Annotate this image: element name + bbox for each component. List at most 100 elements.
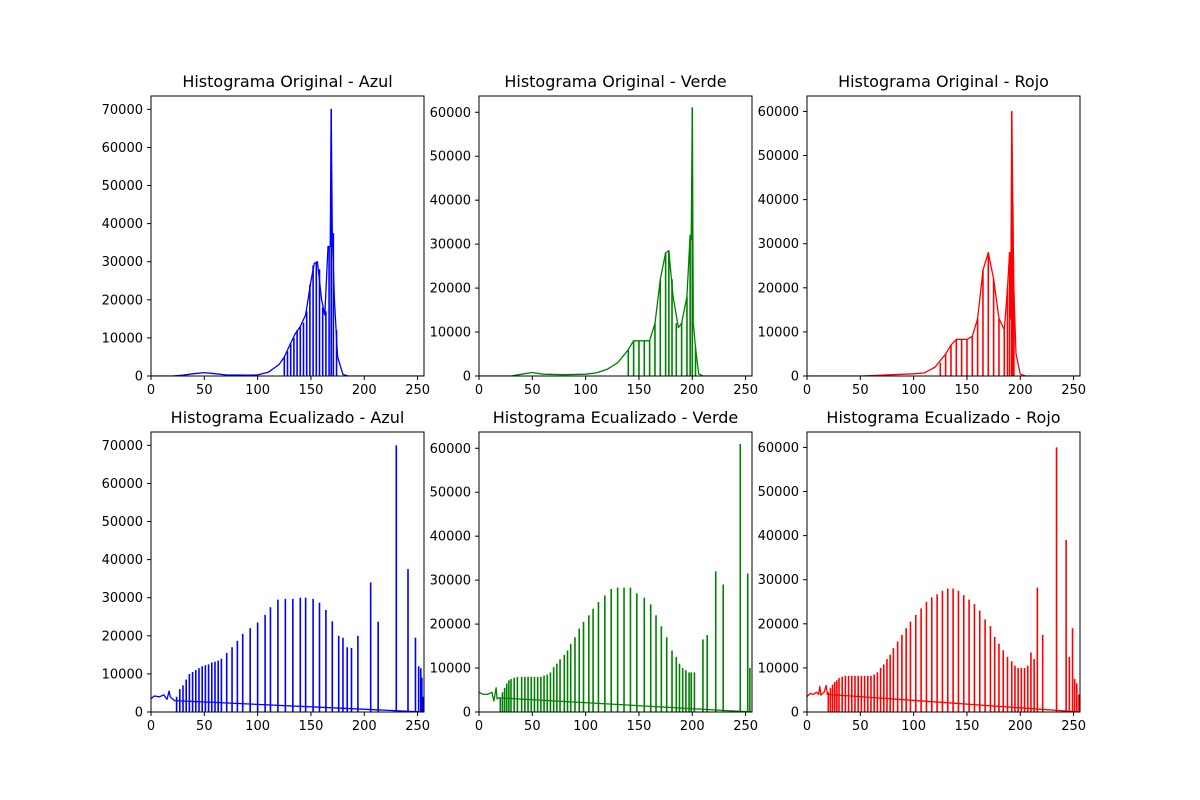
y-tick-label: 10000: [758, 661, 799, 676]
y-tick-label: 0: [463, 370, 471, 385]
y-tick-label: 30000: [430, 238, 471, 253]
y-tick-label: 60000: [430, 442, 471, 457]
plot-area: [151, 445, 424, 712]
histogram-panel-orig-blue: Histograma Original - Azul 0 50 100 150 200 25…: [102, 72, 430, 398]
histogram-panel-eq-green: Histograma Ecualizado - Verde 0 50 100 150 20…: [430, 408, 758, 734]
y-tick-label: 40000: [758, 193, 799, 208]
y-tick-label: 70000: [102, 103, 143, 118]
x-tick-label: 100: [245, 719, 270, 734]
histogram-line: [807, 684, 1080, 712]
x-tick-label: 150: [627, 719, 652, 734]
y-tick-label: 60000: [430, 106, 471, 121]
y-tick-label: 50000: [430, 150, 471, 165]
y-tick-label: 10000: [102, 667, 143, 682]
x-tick-label: 0: [147, 383, 155, 398]
x-tick-label: 0: [147, 719, 155, 734]
x-tick-label: 50: [852, 383, 869, 398]
x-tick-label: 200: [352, 383, 377, 398]
y-tick-label: 20000: [758, 281, 799, 296]
y-tick-label: 50000: [758, 149, 799, 164]
x-tick-label: 100: [573, 383, 598, 398]
panel-title: Histograma Ecualizado - Rojo: [826, 408, 1060, 427]
plot-frame: [806, 95, 1081, 377]
x-tick-label: 150: [299, 719, 324, 734]
histogram-panel-eq-red: Histograma Ecualizado - Rojo 0 50 100 150 200…: [758, 408, 1086, 734]
x-tick-label: 200: [352, 719, 377, 734]
y-tick-label: 0: [463, 706, 471, 721]
y-tick-label: 20000: [758, 617, 799, 632]
x-tick-label: 250: [733, 383, 758, 398]
y-tick-label: 10000: [758, 325, 799, 340]
x-tick-label: 100: [901, 383, 926, 398]
histogram-line: [479, 687, 752, 712]
x-tick-label: 250: [405, 719, 430, 734]
y-tick-label: 30000: [758, 237, 799, 252]
y-tick-label: 60000: [758, 441, 799, 456]
histogram-line: [807, 110, 1080, 376]
x-tick-label: 100: [573, 719, 598, 734]
panel-title: Histograma Original - Rojo: [838, 72, 1049, 91]
x-tick-label: 200: [1008, 719, 1033, 734]
panel-title: Histograma Ecualizado - Verde: [493, 408, 739, 427]
y-tick-label: 40000: [102, 553, 143, 568]
y-tick-label: 50000: [758, 485, 799, 500]
x-tick-label: 200: [680, 383, 705, 398]
histogram-panel-orig-green: Histograma Original - Verde 0 50 100 150 200 2…: [430, 72, 758, 398]
plot-frame: [478, 95, 753, 377]
y-tick-label: 10000: [102, 331, 143, 346]
x-tick-label: 50: [196, 719, 213, 734]
histogram-panel-orig-red: Histograma Original - Rojo 0 50 100 150 200 25…: [758, 72, 1086, 398]
y-tick-label: 0: [135, 706, 143, 721]
y-tick-label: 60000: [102, 141, 143, 156]
plot-frame: [806, 431, 1081, 713]
histogram-line: [151, 690, 424, 712]
x-tick-label: 0: [803, 383, 811, 398]
y-tick-label: 60000: [102, 477, 143, 492]
y-tick-label: 40000: [430, 194, 471, 209]
x-tick-label: 50: [524, 719, 541, 734]
y-tick-label: 30000: [758, 573, 799, 588]
plot-area: [479, 107, 752, 376]
y-tick-label: 50000: [430, 486, 471, 501]
panel-title: Histograma Original - Azul: [182, 72, 392, 91]
y-tick-label: 30000: [102, 255, 143, 270]
y-tick-label: 30000: [102, 591, 143, 606]
plot-frame: [150, 95, 425, 377]
y-tick-label: 50000: [102, 179, 143, 194]
y-tick-label: 20000: [102, 629, 143, 644]
x-tick-label: 0: [803, 719, 811, 734]
y-tick-label: 50000: [102, 515, 143, 530]
x-tick-label: 250: [733, 719, 758, 734]
y-tick-label: 20000: [102, 293, 143, 308]
panel-title: Histograma Ecualizado - Azul: [171, 408, 405, 427]
plot-area: [807, 447, 1080, 712]
x-tick-label: 250: [1061, 719, 1086, 734]
x-tick-label: 250: [405, 383, 430, 398]
x-tick-label: 150: [955, 719, 980, 734]
plot-area: [479, 443, 752, 712]
y-tick-label: 40000: [102, 217, 143, 232]
y-tick-label: 0: [135, 370, 143, 385]
x-tick-label: 50: [196, 383, 213, 398]
y-tick-label: 20000: [430, 282, 471, 297]
x-tick-label: 250: [1061, 383, 1086, 398]
x-tick-label: 150: [627, 383, 652, 398]
plot-area: [807, 110, 1080, 376]
y-tick-label: 70000: [102, 439, 143, 454]
y-tick-label: 10000: [430, 662, 471, 677]
histogram-line: [151, 108, 424, 376]
histogram-line: [479, 107, 752, 376]
x-tick-label: 0: [475, 719, 483, 734]
y-tick-label: 30000: [430, 574, 471, 589]
panel-title: Histograma Original - Verde: [504, 72, 726, 91]
plot-frame: [478, 431, 753, 713]
x-tick-label: 150: [299, 383, 324, 398]
x-tick-label: 200: [1008, 383, 1033, 398]
y-tick-label: 0: [791, 370, 799, 385]
plot-area: [151, 108, 424, 376]
x-tick-label: 0: [475, 383, 483, 398]
histogram-panel-eq-blue: Histograma Ecualizado - Azul 0 50 100 150 200…: [102, 408, 430, 734]
y-tick-label: 40000: [758, 529, 799, 544]
x-tick-label: 200: [680, 719, 705, 734]
